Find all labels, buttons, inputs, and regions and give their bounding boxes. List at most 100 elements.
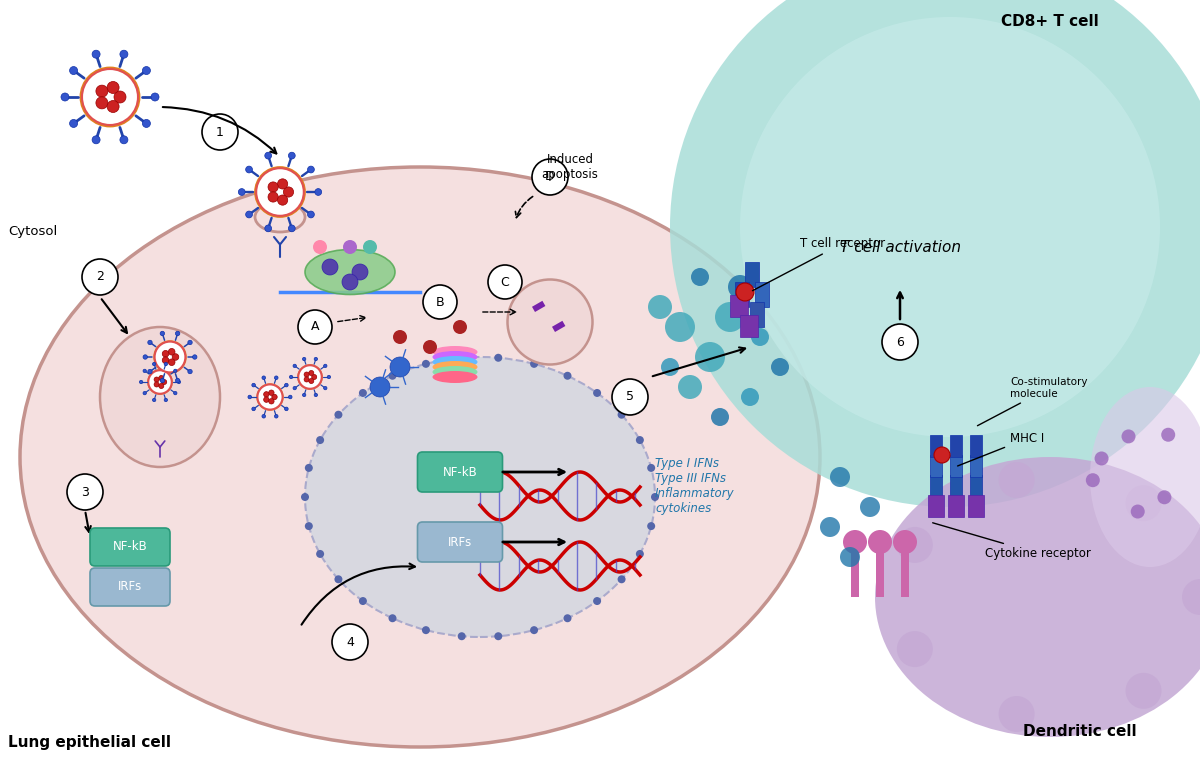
Circle shape: [302, 393, 306, 396]
Circle shape: [766, 352, 796, 382]
Circle shape: [1126, 673, 1162, 709]
Circle shape: [143, 392, 146, 395]
Ellipse shape: [256, 202, 305, 232]
Circle shape: [143, 67, 150, 75]
Circle shape: [143, 369, 146, 372]
Circle shape: [154, 382, 160, 387]
Circle shape: [314, 357, 318, 361]
Circle shape: [1100, 531, 1115, 545]
Circle shape: [252, 383, 256, 387]
Text: CD8+ T cell: CD8+ T cell: [1001, 15, 1099, 30]
Circle shape: [316, 436, 324, 444]
FancyBboxPatch shape: [418, 452, 503, 492]
Circle shape: [612, 379, 648, 415]
Circle shape: [618, 411, 625, 419]
Ellipse shape: [20, 167, 820, 747]
Circle shape: [162, 357, 169, 364]
Bar: [970, 475, 982, 497]
Circle shape: [152, 399, 156, 402]
Circle shape: [160, 331, 164, 336]
Circle shape: [882, 324, 918, 360]
Circle shape: [154, 377, 160, 382]
Bar: [755, 282, 769, 307]
Circle shape: [178, 380, 180, 384]
Circle shape: [265, 152, 271, 159]
Text: Type I IFNs
Type III IFNs
Inflammatory
cytokines: Type I IFNs Type III IFNs Inflammatory c…: [655, 457, 734, 515]
Circle shape: [248, 395, 252, 399]
Circle shape: [96, 85, 108, 97]
Bar: [876, 547, 884, 597]
Circle shape: [457, 632, 466, 640]
Circle shape: [670, 0, 1200, 507]
Circle shape: [647, 522, 655, 530]
Circle shape: [998, 696, 1034, 732]
Circle shape: [149, 370, 172, 394]
Bar: [928, 495, 944, 517]
Circle shape: [674, 372, 706, 402]
Bar: [970, 435, 982, 457]
Ellipse shape: [432, 356, 478, 368]
Circle shape: [314, 393, 318, 396]
Circle shape: [307, 166, 314, 173]
Circle shape: [304, 372, 310, 377]
Circle shape: [668, 315, 692, 339]
Text: NF-kB: NF-kB: [113, 541, 148, 553]
Circle shape: [304, 377, 310, 382]
Circle shape: [120, 51, 128, 58]
Circle shape: [283, 187, 294, 197]
Text: 1: 1: [216, 126, 224, 138]
Circle shape: [305, 464, 313, 472]
Circle shape: [174, 392, 176, 395]
Circle shape: [107, 100, 119, 113]
Circle shape: [745, 322, 775, 352]
Circle shape: [494, 632, 503, 640]
Circle shape: [188, 340, 192, 345]
Circle shape: [685, 262, 715, 292]
Circle shape: [655, 352, 685, 382]
Circle shape: [92, 136, 100, 144]
Circle shape: [359, 597, 367, 605]
Circle shape: [564, 371, 571, 380]
Circle shape: [162, 379, 167, 385]
Bar: [734, 282, 749, 307]
Circle shape: [148, 340, 152, 345]
Circle shape: [288, 395, 292, 399]
Circle shape: [1085, 428, 1099, 442]
Circle shape: [706, 402, 734, 432]
Circle shape: [269, 399, 274, 404]
FancyBboxPatch shape: [90, 568, 170, 606]
Circle shape: [288, 225, 295, 232]
Ellipse shape: [100, 327, 220, 467]
Circle shape: [424, 340, 437, 354]
Ellipse shape: [1090, 387, 1200, 567]
Bar: [730, 295, 748, 317]
Bar: [851, 547, 859, 597]
Circle shape: [335, 411, 342, 419]
Circle shape: [820, 517, 840, 537]
Circle shape: [173, 354, 179, 361]
Circle shape: [262, 376, 265, 379]
Text: 4: 4: [346, 636, 354, 649]
Circle shape: [277, 195, 288, 205]
Circle shape: [530, 626, 538, 634]
Circle shape: [168, 359, 175, 365]
Circle shape: [998, 462, 1034, 498]
Circle shape: [896, 527, 932, 563]
Circle shape: [308, 378, 314, 384]
Circle shape: [284, 407, 288, 411]
Text: D: D: [545, 170, 554, 183]
Circle shape: [155, 342, 186, 372]
Circle shape: [202, 114, 238, 150]
Circle shape: [394, 330, 407, 344]
Circle shape: [896, 631, 932, 667]
Bar: [950, 455, 962, 477]
FancyBboxPatch shape: [418, 522, 503, 562]
Circle shape: [275, 414, 278, 418]
Circle shape: [636, 550, 644, 558]
Circle shape: [272, 394, 277, 399]
Ellipse shape: [432, 366, 478, 378]
Circle shape: [268, 192, 278, 202]
Bar: [930, 455, 942, 477]
Text: B: B: [436, 295, 444, 308]
Circle shape: [593, 389, 601, 397]
